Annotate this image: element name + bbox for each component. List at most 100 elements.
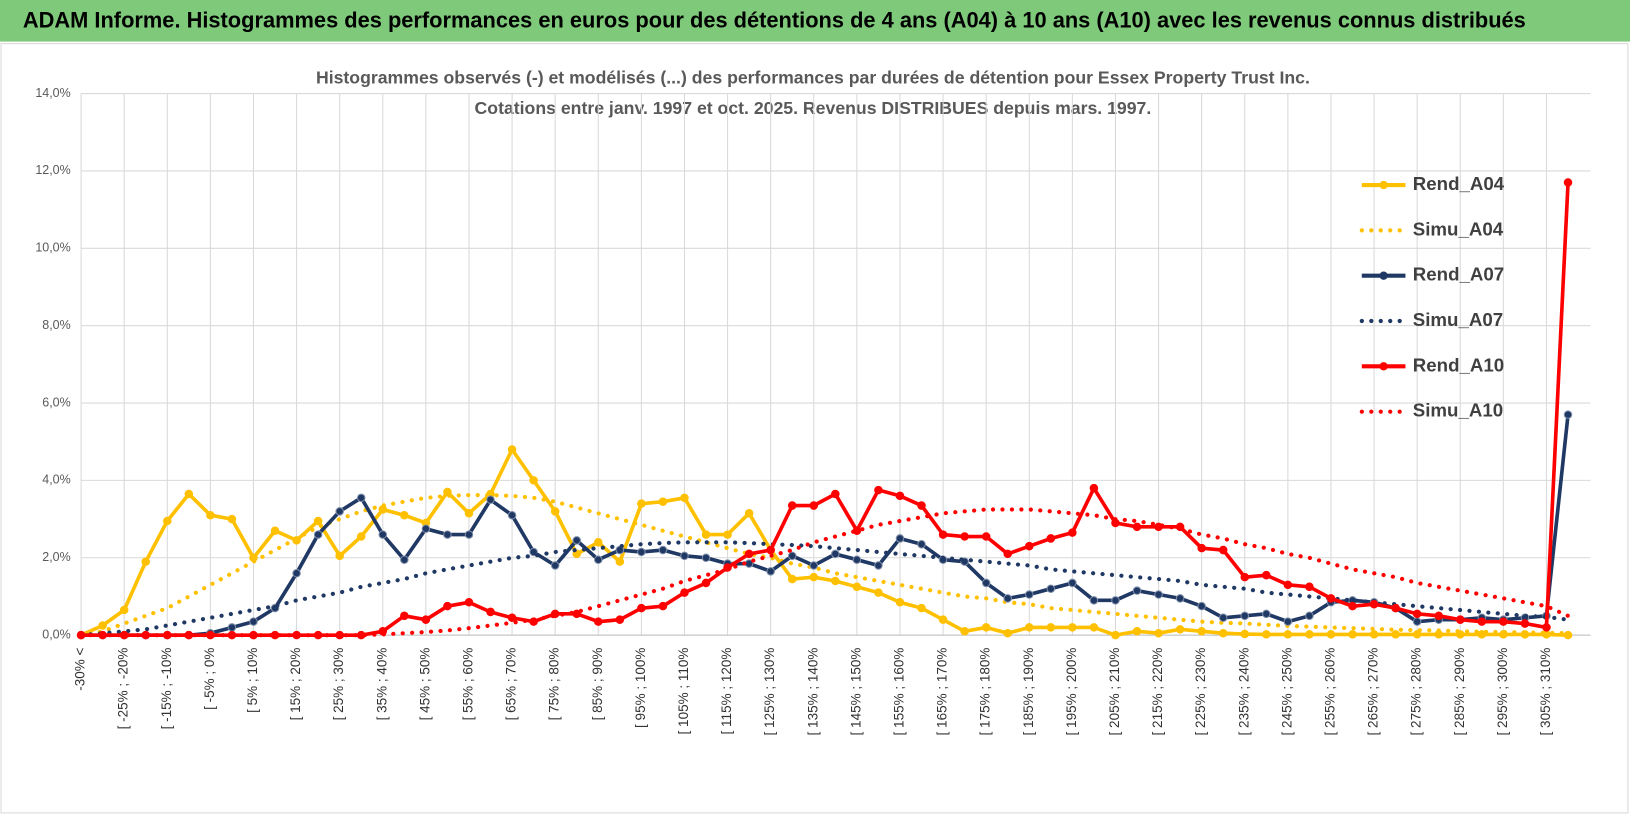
marker bbox=[658, 601, 668, 611]
marker bbox=[1412, 630, 1422, 639]
marker bbox=[1477, 630, 1487, 639]
marker bbox=[917, 501, 926, 510]
x-tick-label: [ 5% ; 10% bbox=[245, 648, 260, 713]
marker bbox=[1218, 545, 1228, 555]
marker bbox=[1111, 630, 1120, 640]
marker bbox=[701, 530, 711, 539]
marker bbox=[1197, 601, 1206, 611]
x-tick-label: [ 135% ; 140% bbox=[805, 648, 820, 736]
series-line bbox=[79, 507, 1571, 638]
marker bbox=[809, 501, 819, 510]
marker bbox=[1391, 630, 1400, 639]
marker bbox=[572, 536, 581, 545]
marker bbox=[486, 495, 495, 505]
x-tick-label: [ -15% ; -10% bbox=[159, 648, 174, 730]
legend-marker bbox=[1379, 271, 1388, 280]
marker bbox=[787, 551, 797, 561]
y-tick-label: 6,0% bbox=[42, 395, 70, 409]
marker bbox=[1326, 630, 1336, 639]
marker bbox=[1262, 630, 1271, 639]
series-line bbox=[79, 540, 1571, 638]
marker bbox=[486, 607, 495, 617]
x-tick-label: [ -25% ; -20% bbox=[116, 648, 131, 730]
marker bbox=[464, 598, 474, 607]
x-tick-label: [ 95% ; 100% bbox=[633, 648, 648, 728]
marker bbox=[313, 530, 323, 539]
x-tick-label: [ 165% ; 170% bbox=[935, 648, 950, 736]
marker bbox=[400, 611, 409, 621]
marker bbox=[206, 510, 215, 520]
marker bbox=[313, 516, 323, 526]
marker bbox=[227, 514, 237, 524]
marker bbox=[1326, 594, 1336, 603]
x-tick-label: [ 265% ; 270% bbox=[1366, 648, 1381, 736]
marker bbox=[1003, 594, 1012, 603]
marker bbox=[766, 545, 775, 555]
legend-label: Rend_A04 bbox=[1413, 173, 1505, 194]
legend-label: Simu_A04 bbox=[1413, 218, 1504, 239]
marker bbox=[98, 621, 107, 630]
y-tick-label: 12,0% bbox=[35, 163, 70, 177]
marker bbox=[895, 598, 905, 607]
marker bbox=[1111, 596, 1120, 605]
marker bbox=[874, 588, 883, 597]
marker bbox=[270, 526, 280, 535]
x-tick-label: [ 45% ; 50% bbox=[417, 648, 432, 721]
x-tick-label: [ 205% ; 210% bbox=[1107, 648, 1122, 736]
x-tick-label: [ 65% ; 70% bbox=[504, 648, 519, 721]
marker bbox=[1089, 483, 1099, 493]
x-tick-label: [ 25% ; 30% bbox=[331, 648, 346, 721]
marker bbox=[658, 497, 668, 506]
marker bbox=[895, 491, 905, 501]
marker bbox=[529, 476, 538, 485]
x-tick-label: [ 285% ; 290% bbox=[1452, 648, 1467, 736]
marker bbox=[184, 489, 194, 499]
marker bbox=[1046, 623, 1056, 632]
marker bbox=[1068, 528, 1077, 537]
marker bbox=[1477, 617, 1487, 626]
marker bbox=[1218, 628, 1228, 638]
marker bbox=[895, 534, 905, 543]
chart-frame bbox=[0, 43, 1629, 814]
marker bbox=[615, 557, 625, 566]
marker bbox=[464, 509, 474, 518]
marker bbox=[1240, 572, 1250, 582]
legend-label: Rend_A10 bbox=[1413, 354, 1504, 375]
marker bbox=[1089, 596, 1099, 605]
marker bbox=[938, 615, 948, 624]
marker bbox=[1412, 617, 1422, 626]
marker bbox=[1348, 630, 1357, 639]
marker bbox=[594, 538, 603, 547]
marker bbox=[680, 588, 689, 597]
marker bbox=[917, 539, 926, 549]
x-tick-label: -30% < bbox=[73, 648, 88, 691]
legend-label: Simu_A10 bbox=[1413, 400, 1503, 421]
marker bbox=[119, 605, 129, 615]
x-tick-label: [ 35% ; 40% bbox=[374, 648, 389, 721]
y-tick-label: 0,0% bbox=[42, 627, 70, 641]
marker bbox=[1154, 590, 1163, 599]
marker bbox=[1305, 611, 1314, 621]
x-tick-label: [ 305% ; 310% bbox=[1538, 648, 1553, 736]
marker bbox=[809, 561, 819, 570]
marker bbox=[421, 615, 431, 624]
marker bbox=[443, 601, 452, 611]
x-tick-label: [ 145% ; 150% bbox=[848, 648, 863, 736]
marker bbox=[1391, 603, 1400, 613]
marker bbox=[443, 530, 452, 539]
chart-title: Histogrammes observés (-) et modélisés (… bbox=[316, 68, 1310, 88]
marker bbox=[1175, 625, 1185, 634]
marker bbox=[637, 603, 646, 613]
marker bbox=[680, 551, 689, 561]
y-tick-label: 10,0% bbox=[35, 241, 70, 255]
marker bbox=[1520, 619, 1530, 628]
marker bbox=[1068, 578, 1077, 588]
series-line bbox=[80, 447, 1569, 637]
marker bbox=[292, 569, 301, 578]
marker bbox=[1132, 522, 1142, 532]
marker bbox=[874, 485, 883, 495]
marker bbox=[1132, 586, 1142, 595]
legend-label: Rend_A07 bbox=[1413, 264, 1504, 285]
